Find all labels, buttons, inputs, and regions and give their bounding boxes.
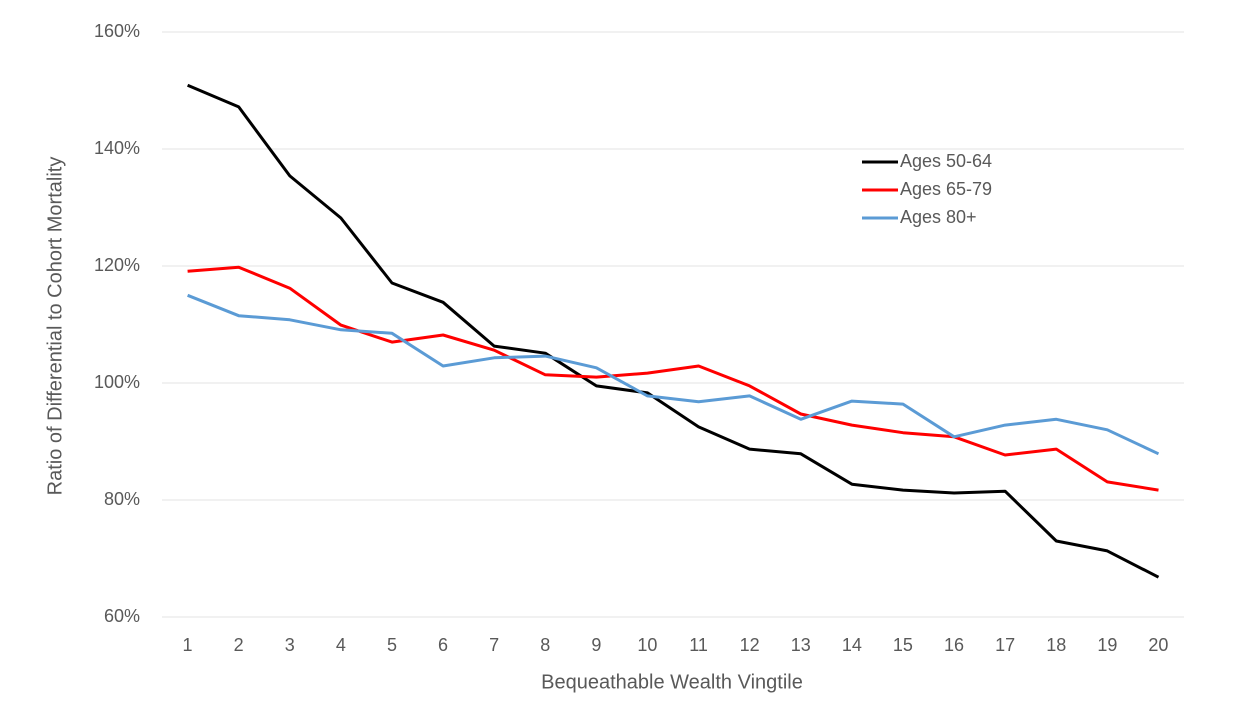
x-tick-label: 11 — [689, 635, 708, 655]
y-tick-label: 140% — [94, 138, 140, 158]
x-tick-label: 18 — [1046, 635, 1066, 655]
series-line — [187, 83, 1160, 579]
x-tick-label: 3 — [285, 635, 295, 655]
y-tick-label: 120% — [94, 255, 140, 275]
x-tick-label: 5 — [387, 635, 397, 655]
x-tick-label: 20 — [1148, 635, 1168, 655]
y-tick-label: 80% — [104, 489, 140, 509]
y-tick-label: 100% — [94, 372, 140, 392]
x-tick-label: 17 — [995, 635, 1015, 655]
series-line — [187, 293, 1160, 456]
x-tick-label: 16 — [944, 635, 964, 655]
y-tick-label: 160% — [94, 21, 140, 41]
x-tick-label: 19 — [1097, 635, 1117, 655]
x-tick-label: 6 — [438, 635, 448, 655]
x-tick-label: 12 — [740, 635, 760, 655]
legend-label: Ages 80+ — [900, 207, 977, 227]
x-tick-label: 13 — [791, 635, 811, 655]
legend-label: Ages 65-79 — [900, 179, 992, 199]
y-tick-label: 60% — [104, 606, 140, 626]
x-tick-label: 9 — [591, 635, 601, 655]
x-tick-label: 7 — [489, 635, 499, 655]
x-tick-label: 4 — [336, 635, 346, 655]
x-tick-label: 14 — [842, 635, 862, 655]
x-tick-label: 1 — [183, 635, 193, 655]
x-tick-label: 8 — [540, 635, 550, 655]
series-line — [187, 265, 1159, 492]
x-axis-title: Bequeathable Wealth Vingtile — [541, 671, 803, 693]
x-tick-label: 15 — [893, 635, 913, 655]
legend-label: Ages 50-64 — [900, 151, 992, 171]
y-axis-title: Ratio of Differential to Cohort Mortalit… — [44, 157, 66, 496]
x-tick-label: 2 — [234, 635, 244, 655]
x-tick-label: 10 — [637, 635, 657, 655]
